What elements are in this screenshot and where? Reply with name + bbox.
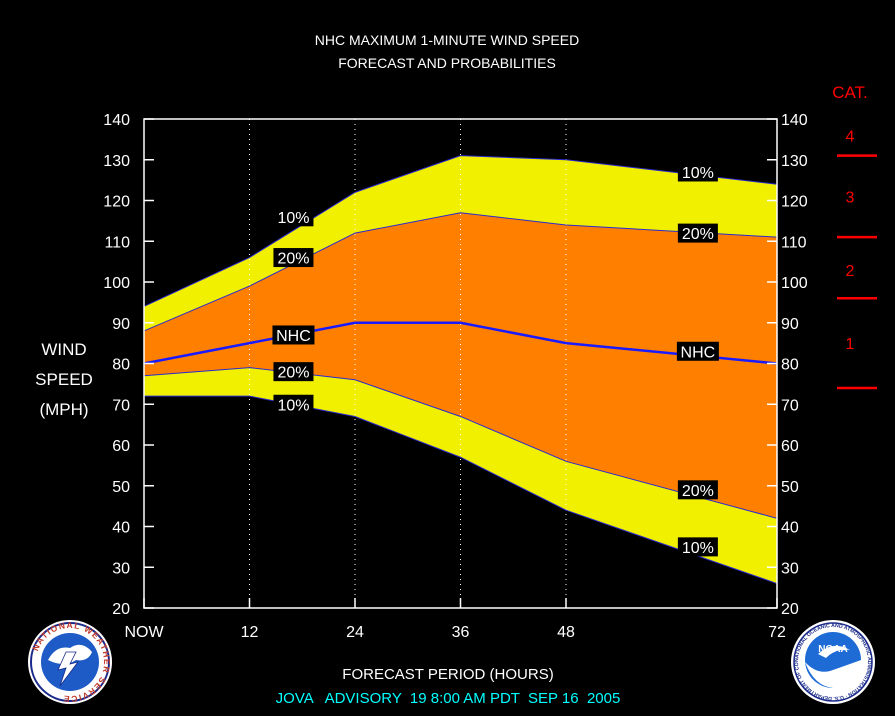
y-tick-label-left-120: 120 [103,194,130,211]
series-labels: 10% 20% NHC 20% 10% 10% 20% NHC 20% 10% [272,162,719,557]
y-tick-label-right-30: 30 [781,560,799,577]
series-label-bg [273,207,314,227]
series-label-1: 20% [273,248,314,268]
y-tick-label-left-60: 60 [112,438,130,455]
series-label-9: 10% [677,537,718,557]
series-label-text: 20% [277,365,309,382]
series-label-text: 10% [682,540,714,557]
category-label-3: 3 [846,189,855,206]
x-tick-label-12: 12 [241,624,259,641]
y-tick-label-right-60: 60 [781,438,799,455]
y-tick-label-right-50: 50 [781,479,799,496]
series-label-3: 20% [273,362,314,382]
category-label-1: 1 [846,336,855,353]
series-label-5: 10% [677,162,718,182]
category-label-4: 4 [846,128,855,145]
y-tick-label-left-110: 110 [104,234,130,251]
series-label-0: 10% [273,207,314,227]
x-tick-label-72: 72 [768,624,786,641]
y-tick-label-right-110: 110 [781,234,807,251]
series-label-7: NHC [676,341,719,361]
series-label-8: 20% [677,480,718,500]
x-tick-label-36: 36 [452,624,470,641]
nhc-forecast-line [143,321,778,365]
series-lines [143,155,778,585]
x-tick-label-24: 24 [346,624,364,641]
series-label-bg [272,325,315,345]
series-label-text: 20% [277,251,309,268]
category-title: CAT. [832,83,868,102]
y-tick-label-left-70: 70 [112,397,130,414]
series-label-bg [273,362,314,382]
y-tick-label-right-90: 90 [781,316,799,333]
lower-10-line [144,395,778,585]
y-axis-label-line2: SPEED [35,370,93,389]
y-axis-label-line1: WIND [41,340,86,359]
category-label-2: 2 [846,263,855,280]
series-label-6: 20% [677,223,718,243]
series-label-text: 20% [682,226,714,243]
series-label-text: NHC [276,328,311,345]
chart-title-line2: FORECAST AND PROBABILITIES [338,55,556,71]
series-label-text: 10% [277,397,309,414]
upper-10-line [143,155,778,307]
area-20-percent [144,212,777,519]
series-label-text: NHC [681,344,716,361]
x-axis-label: FORECAST PERIOD (HOURS) [342,666,553,683]
lower-20-line [143,367,778,519]
series-label-bg [677,537,718,557]
y-tick-label-right-20: 20 [781,601,799,618]
series-label-text: 20% [682,483,714,500]
y-axis-label-line3: (MPH) [39,400,88,419]
y-tick-label-left-90: 90 [112,316,130,333]
advisory-text: JOVA ADVISORY 19 8:00 AM PDT SEP 16 2005 [276,690,621,707]
y-tick-label-right-100: 100 [781,275,808,292]
series-label-bg [677,480,718,500]
y-tick-label-left-140: 140 [103,112,130,129]
upper-20-line [143,212,778,332]
series-label-2: NHC [272,325,315,345]
chart-title-line1: NHC MAXIMUM 1-MINUTE WIND SPEED [315,32,579,48]
series-label-bg [677,223,718,243]
series-label-bg [273,394,314,414]
y-tick-label-right-80: 80 [781,357,799,374]
y-tick-label-left-30: 30 [112,560,130,577]
y-tick-label-left-100: 100 [103,275,130,292]
nws-logo: NATIONAL WEATHER SERVICE [28,620,112,704]
series-label-text: 10% [682,165,714,182]
y-tick-label-right-120: 120 [781,194,808,211]
y-tick-label-left-40: 40 [112,520,130,537]
series-label-text: 10% [277,210,309,227]
y-tick-label-right-130: 130 [781,153,808,170]
y-tick-label-right-140: 140 [781,112,808,129]
category-scale: CAT. 1 2 3 4 [832,83,877,390]
y-tick-label-left-20: 20 [112,601,130,618]
y-tick-label-left-80: 80 [112,357,130,374]
y-tick-label-left-50: 50 [112,479,130,496]
y-tick-label-right-70: 70 [781,397,799,414]
series-label-bg [677,162,718,182]
noaa-text: NOAA [818,644,847,655]
axis-ticks: 20 20 30 30 40 40 50 50 60 60 70 70 80 80 90 90 100 100 11… [103,112,808,641]
y-tick-label-right-40: 40 [781,520,799,537]
series-label-bg [676,341,719,361]
x-tick-label-0: NOW [124,624,164,641]
x-tick-label-48: 48 [557,624,575,641]
series-label-4: 10% [273,394,314,414]
y-tick-label-left-130: 130 [103,153,130,170]
series-label-bg [273,248,314,268]
